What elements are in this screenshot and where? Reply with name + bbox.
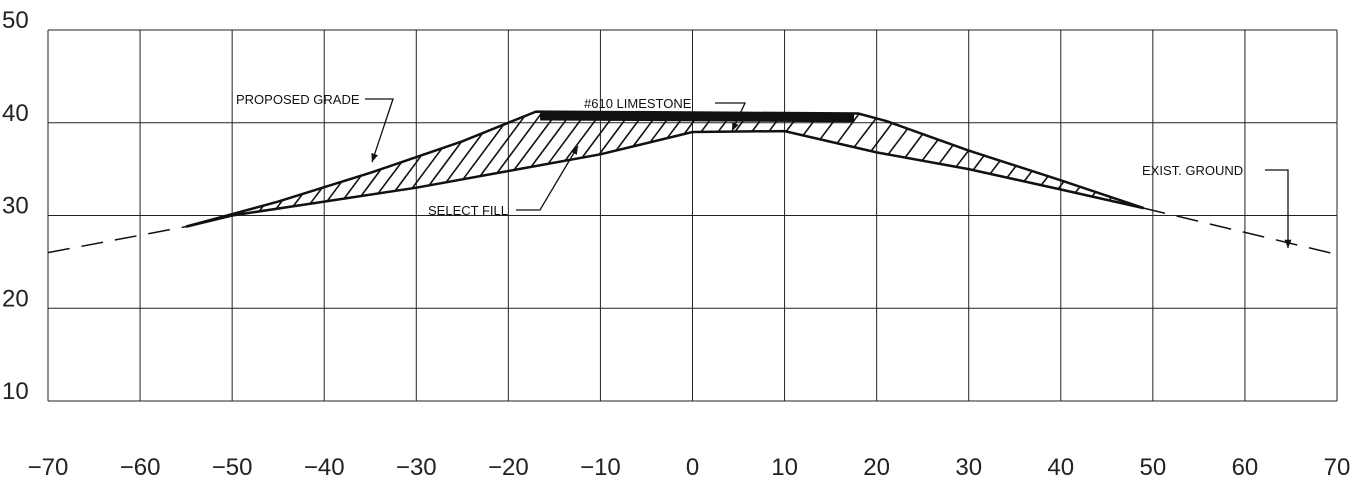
select-fill-hatching — [241, 111, 1113, 215]
x-tick-label: −60 — [120, 454, 161, 481]
hatch-line — [853, 117, 877, 148]
hatch-line — [377, 161, 403, 194]
annotation-arrowhead — [1284, 239, 1292, 248]
annotations: #610 LIMESTONE PROPOSED GRADE SELECT FILL E… — [236, 92, 1292, 248]
hatch-line — [411, 147, 443, 189]
hatch-line — [972, 155, 985, 171]
x-tick-label: 70 — [1324, 454, 1351, 481]
grid — [47, 29, 1338, 402]
hatch-line — [530, 111, 573, 168]
hatch-line — [836, 113, 860, 144]
hatch-line — [1006, 165, 1017, 179]
y-tick-label: 20 — [2, 285, 29, 312]
x-tick-label: 10 — [771, 454, 798, 481]
hatch-line — [1023, 170, 1033, 182]
annotation-leader — [365, 98, 394, 163]
x-tick-label: 0 — [686, 454, 699, 481]
existing-ground-line — [185, 129, 1144, 228]
hatch-line — [870, 122, 893, 152]
hatch-line — [938, 144, 954, 165]
hatch-line — [394, 154, 423, 192]
hatch-line — [904, 133, 924, 159]
hatch-line — [479, 115, 526, 177]
hatch-line — [343, 175, 362, 200]
annotation-arrowhead — [570, 146, 578, 155]
hatch-line — [309, 187, 323, 205]
annotation-leader — [1265, 169, 1289, 248]
hatch-line — [360, 168, 382, 197]
annotation-label: #610 LIMESTONE — [584, 96, 692, 111]
annotation-leader — [516, 145, 579, 211]
x-tick-label: −10 — [580, 454, 621, 481]
annotation-arrowhead — [371, 153, 378, 162]
hatch-line — [445, 132, 484, 183]
hatch-line — [428, 141, 463, 186]
x-tick-label: −40 — [304, 454, 345, 481]
hatch-line — [887, 128, 909, 155]
existing-ground-dashed-left — [47, 225, 187, 254]
hatch-line — [292, 193, 304, 207]
y-tick-label: 40 — [2, 100, 29, 127]
hatch-line — [326, 181, 343, 202]
hatch-line — [921, 139, 939, 162]
y-tick-label: 50 — [2, 7, 29, 34]
hatch-line — [513, 111, 559, 171]
x-tick-label: −50 — [212, 454, 253, 481]
hatch-line — [955, 150, 970, 168]
profile-lines — [47, 110, 1338, 256]
annotation-label: SELECT FILL — [428, 203, 508, 218]
x-tick-label: 60 — [1232, 454, 1259, 481]
proposed-grade-line — [185, 110, 1144, 228]
annotation-leader — [715, 102, 747, 132]
x-tick-label: 40 — [1047, 454, 1074, 481]
y-axis-ticks: 10 20 30 40 50 — [2, 7, 29, 405]
x-tick-label: 30 — [955, 454, 982, 481]
x-tick-label: 20 — [863, 454, 890, 481]
y-tick-label: 30 — [2, 193, 29, 220]
hatch-line — [462, 124, 505, 180]
hatch-line — [1040, 175, 1049, 186]
x-tick-label: −30 — [396, 454, 437, 481]
hatch-line — [1057, 180, 1065, 190]
hatch-line — [496, 111, 544, 174]
hatch-line — [989, 160, 1001, 175]
x-tick-label: −70 — [28, 454, 69, 481]
y-tick-label: 10 — [2, 378, 29, 405]
x-tick-label: −20 — [488, 454, 529, 481]
annotation-label: EXIST. GROUND — [1142, 163, 1243, 178]
annotation-label: PROPOSED GRADE — [236, 92, 360, 107]
annotation-arrowhead — [732, 122, 739, 131]
x-axis-ticks: −70 −60 −50 −40 −30 −20 −10 0 10 20 30 40 50 60 70 — [28, 454, 1351, 481]
x-tick-label: 50 — [1140, 454, 1167, 481]
